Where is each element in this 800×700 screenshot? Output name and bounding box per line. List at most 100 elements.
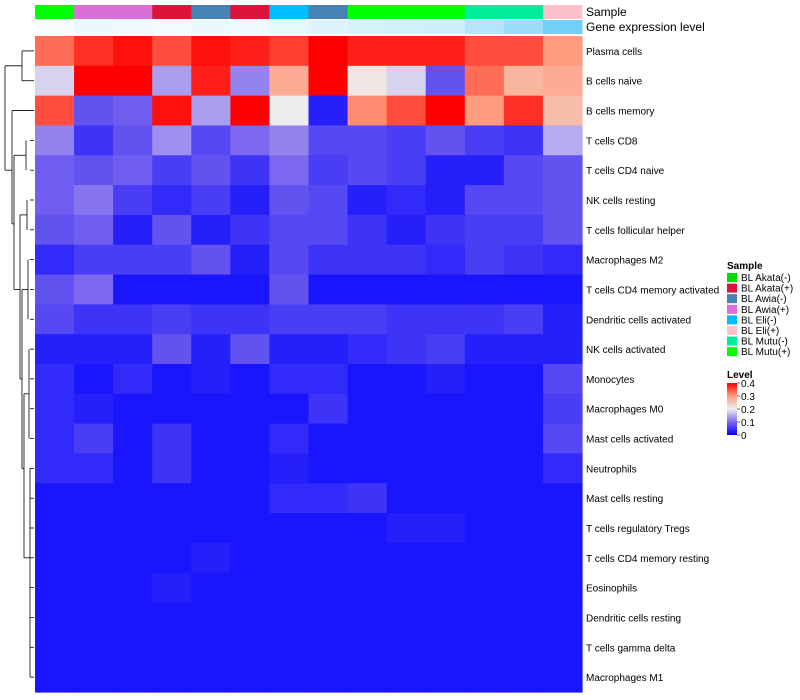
heatmap-cell xyxy=(113,125,153,156)
heatmap-cell xyxy=(74,364,114,395)
heatmap-cell xyxy=(35,214,75,246)
heatmap-cells xyxy=(35,36,583,693)
heatmap-cell xyxy=(503,602,544,633)
heatmap-cell xyxy=(191,602,231,633)
heatmap-cell xyxy=(152,185,192,216)
heatmap-cell xyxy=(191,334,231,365)
heatmap-cell xyxy=(113,632,153,663)
heatmap-cell xyxy=(152,662,192,693)
heatmap-cell xyxy=(503,95,544,127)
row-label: B cells naive xyxy=(586,77,643,88)
heatmap-cell xyxy=(425,214,466,246)
heatmap-cell xyxy=(542,214,583,246)
legend-sample-label: BL Akata(-) xyxy=(741,273,791,284)
heatmap-cell xyxy=(113,244,153,276)
heatmap-cell xyxy=(386,155,427,186)
heatmap-cell xyxy=(308,393,349,425)
heatmap-cell xyxy=(347,572,388,604)
row-label: Monocytes xyxy=(586,375,634,386)
heatmap-cell xyxy=(269,483,310,514)
heatmap-cell xyxy=(191,214,231,246)
annotation-sample-cell xyxy=(74,5,114,19)
heatmap-cell xyxy=(74,185,114,216)
heatmap-cell xyxy=(74,602,114,633)
heatmap-cell xyxy=(113,542,153,574)
heatmap-cell xyxy=(74,393,114,425)
heatmap-cell xyxy=(191,513,231,544)
heatmap-cell xyxy=(35,513,75,544)
heatmap-cell xyxy=(230,185,271,216)
heatmap-cell xyxy=(464,513,505,544)
heatmap-cell xyxy=(230,155,271,186)
heatmap-cell xyxy=(464,244,505,276)
heatmap-cell xyxy=(35,95,75,127)
legend-sample-title: Sample xyxy=(727,261,763,272)
annotation-sample-cell xyxy=(308,5,349,19)
heatmap-cell xyxy=(113,214,153,246)
legend-sample-swatch xyxy=(727,273,737,282)
heatmap-cell xyxy=(269,662,310,693)
row-labels: Plasma cells B cells naive B cells memory T… xyxy=(586,47,719,684)
heatmap-cell xyxy=(191,95,231,127)
heatmap-cell xyxy=(464,334,505,365)
heatmap-cell xyxy=(425,364,466,395)
heatmap-cell xyxy=(35,304,75,335)
heatmap-cell xyxy=(269,423,310,455)
heatmap-cell xyxy=(503,393,544,425)
heatmap-cell xyxy=(308,602,349,633)
heatmap-cell xyxy=(191,662,231,693)
heatmap-cell xyxy=(347,632,388,663)
heatmap-cell xyxy=(425,304,466,335)
heatmap-cell xyxy=(386,304,427,335)
annotation-sample-cell xyxy=(347,5,388,19)
heatmap-cell xyxy=(230,662,271,693)
annotation-sample-cell xyxy=(191,5,231,19)
legend-sample-label: BL Awia(-) xyxy=(741,294,787,305)
legend-level-title: Level xyxy=(727,370,753,381)
heatmap-cell xyxy=(464,393,505,425)
heatmap-cell xyxy=(269,244,310,276)
heatmap-cell xyxy=(230,423,271,455)
heatmap-cell xyxy=(74,423,114,455)
row-label: T cells CD4 naive xyxy=(586,166,665,177)
row-label: Plasma cells xyxy=(586,47,642,58)
heatmap-cell xyxy=(503,185,544,216)
heatmap-cell xyxy=(230,513,271,544)
heatmap-cell xyxy=(503,334,544,365)
heatmap-cell xyxy=(386,274,427,305)
heatmap-cell xyxy=(308,542,349,574)
heatmap-cell xyxy=(464,423,505,455)
heatmap-cell xyxy=(152,483,192,514)
heatmap-cell xyxy=(35,155,75,186)
annotation-expression-cell xyxy=(308,20,349,34)
annotation-sample-cell xyxy=(152,5,192,19)
row-label: Macrophages M1 xyxy=(586,673,664,684)
heatmap-cell xyxy=(35,185,75,216)
row-label: Macrophages M0 xyxy=(586,405,664,416)
heatmap-cell xyxy=(347,393,388,425)
heatmap-cell xyxy=(152,393,192,425)
heatmap-cell xyxy=(35,334,75,365)
annotation-expression-cell xyxy=(191,20,231,34)
heatmap-cell xyxy=(386,423,427,455)
annotation-expression-cell xyxy=(113,20,153,34)
heatmap-cell xyxy=(191,453,231,484)
heatmap-cell xyxy=(503,244,544,276)
heatmap-cell xyxy=(386,364,427,395)
heatmap-cell xyxy=(269,36,310,67)
row-label: T cells regulatory Tregs xyxy=(586,524,690,535)
heatmap-cell xyxy=(542,304,583,335)
heatmap-cell xyxy=(386,632,427,663)
legend-level-tick-label: 0.1 xyxy=(741,418,755,429)
heatmap-cell xyxy=(74,513,114,544)
heatmap-cell xyxy=(503,662,544,693)
annotation-expression-cell xyxy=(464,20,505,34)
annotation-sample-cell xyxy=(386,5,427,19)
heatmap-cell xyxy=(464,274,505,305)
heatmap-cell xyxy=(35,244,75,276)
heatmap-cell xyxy=(113,662,153,693)
heatmap-cell xyxy=(152,632,192,663)
heatmap-cell xyxy=(308,65,349,97)
heatmap-cell xyxy=(74,334,114,365)
heatmap-cell xyxy=(347,214,388,246)
